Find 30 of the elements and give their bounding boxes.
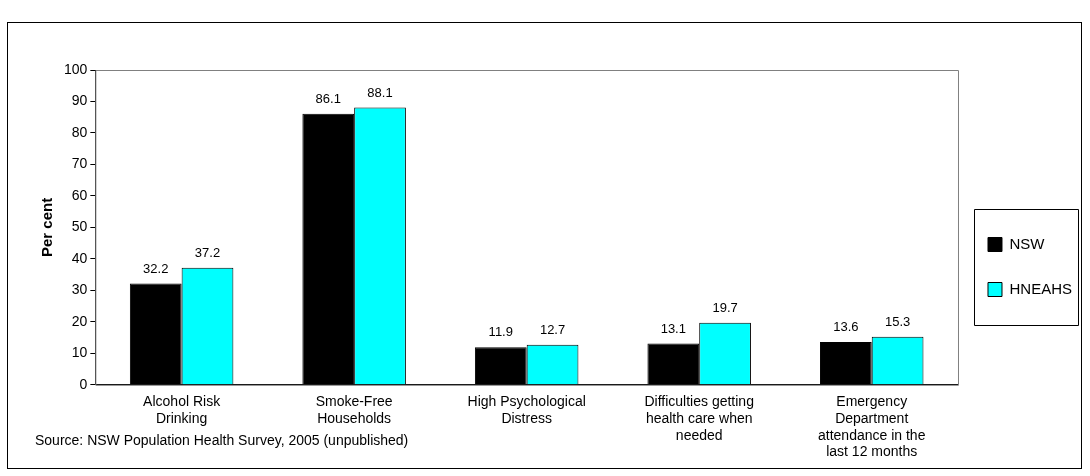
x-tick-label: Emergency Department attendance in the last 12 months (818, 393, 926, 460)
data-label: 19.7 (712, 299, 738, 315)
data-label: 15.3 (884, 313, 911, 329)
y-axis-title: Per cent (38, 197, 56, 257)
x-tick-label: Alcohol Risk Drinking (143, 393, 222, 426)
y-tick-label: 70 (71, 155, 88, 172)
y-tick-label: 50 (71, 218, 88, 235)
source-note: Source: NSW Population Health Survey, 2005 (unpublished) (35, 432, 409, 448)
y-tick-label: 90 (71, 92, 88, 109)
y-tick-label: 0 (79, 375, 88, 392)
y-tick-label: 100 (64, 60, 88, 77)
data-label: 37.2 (194, 244, 221, 260)
x-tick-label: Difficulties getting health care when needed (644, 393, 754, 443)
legend-label: HNEAHS (1009, 279, 1072, 297)
data-label: 86.1 (315, 90, 341, 106)
y-tick-label: 80 (71, 123, 88, 140)
data-label: 32.2 (143, 260, 169, 276)
x-tick-label: High Psychological Distress (467, 393, 586, 426)
y-tick-label: 20 (71, 312, 88, 329)
y-tick-label: 60 (71, 186, 88, 203)
y-tick-label: 10 (71, 344, 88, 361)
x-tick-label: Smoke-Free Households (315, 393, 393, 426)
data-label: 13.1 (660, 320, 686, 336)
data-label: 13.6 (833, 319, 859, 335)
data-label: 12.7 (539, 321, 566, 337)
y-tick-label: 30 (71, 281, 88, 298)
data-label: 11.9 (488, 324, 513, 340)
legend-label: NSW (1009, 234, 1046, 252)
y-tick-label: 40 (71, 249, 88, 266)
data-label: 88.1 (367, 84, 393, 100)
